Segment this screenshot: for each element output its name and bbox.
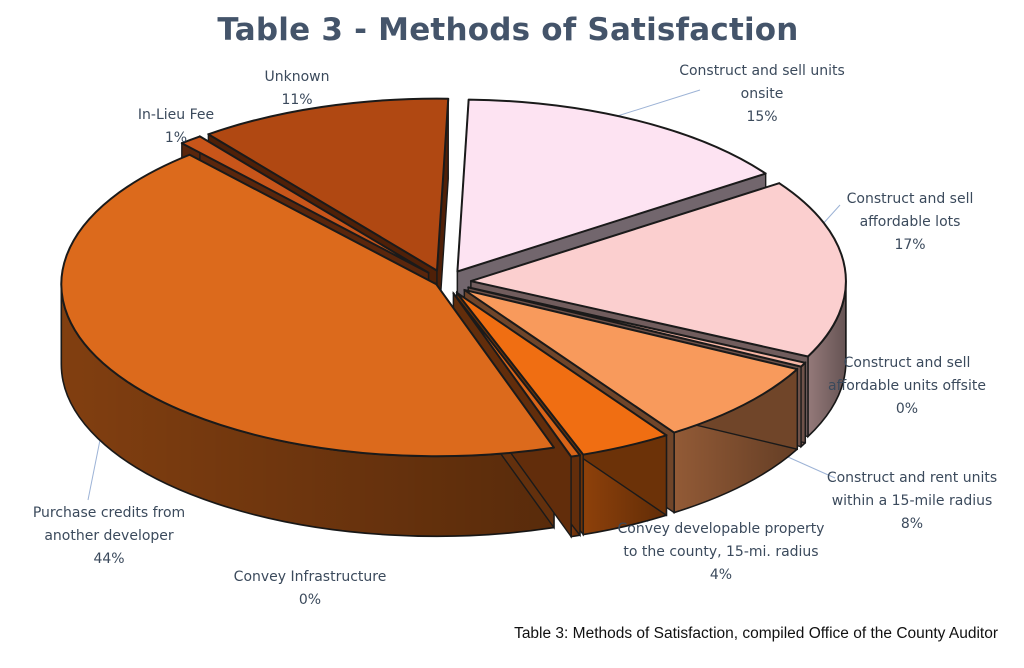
chart-title: Table 3 - Methods of Satisfaction — [217, 12, 799, 48]
slice-0-top — [456, 98, 767, 273]
slice-label-percent: 15% — [746, 109, 778, 125]
leader-line-6 — [87, 439, 101, 501]
slice-label-percent: 8% — [900, 516, 924, 532]
slice-1-top — [469, 182, 847, 358]
slice-label-name: Construct and sell affordable lots — [846, 191, 974, 230]
slice-label-affordable-units-offsite: Construct and sell affordable units offs… — [814, 352, 1000, 421]
slice-label-rent-15-mile: Construct and rent units within a 15-mil… — [822, 467, 1002, 536]
slice-label-name: Construct and sell units onsite — [679, 63, 845, 102]
slice-label-name: Construct and rent units within a 15-mil… — [826, 470, 998, 509]
slice-label-purchase-credits: Purchase credits from another developer … — [14, 502, 204, 571]
slice-label-in-lieu-fee: In-Lieu Fee 1% — [124, 104, 228, 150]
slice-label-convey-infrastructure: Convey Infrastructure 0% — [212, 566, 408, 612]
slice-2-top — [467, 286, 807, 368]
slice-tops — [60, 97, 847, 458]
slice-label-name: In-Lieu Fee — [137, 107, 215, 123]
slice-label-name: Convey Infrastructure — [233, 569, 387, 585]
slice-label-percent: 0% — [895, 401, 919, 417]
slice-3-top — [463, 288, 799, 434]
slice-label-percent: 17% — [894, 237, 926, 253]
slice-label-unknown: Unknown 11% — [238, 66, 356, 112]
slice-label-percent: 0% — [298, 592, 322, 608]
slice-4-top — [455, 291, 668, 456]
slice-label-convey-property: Convey developable property to the count… — [616, 518, 826, 587]
slice-label-percent: 44% — [93, 551, 125, 567]
slice-label-percent: 4% — [709, 567, 733, 583]
slice-label-name: Unknown — [264, 69, 330, 85]
slice-6-rim-shade — [61, 284, 554, 537]
slice-7-top — [180, 135, 430, 274]
slice-label-percent: 1% — [164, 130, 188, 146]
slice-label-onsite: Construct and sell units onsite 15% — [672, 60, 852, 129]
slice-8-top — [207, 97, 450, 272]
figure-caption: Table 3: Methods of Satisfaction, compil… — [514, 625, 998, 642]
slice-5-top — [452, 292, 581, 458]
slice-6-top — [60, 153, 555, 458]
slice-label-percent: 11% — [281, 92, 313, 108]
slice-label-name: Convey developable property to the count… — [617, 521, 825, 560]
slice-label-name: Purchase credits from another developer — [32, 505, 186, 544]
slice-label-affordable-lots: Construct and sell affordable lots 17% — [840, 188, 980, 257]
slice-label-name: Construct and sell affordable units offs… — [828, 355, 986, 394]
